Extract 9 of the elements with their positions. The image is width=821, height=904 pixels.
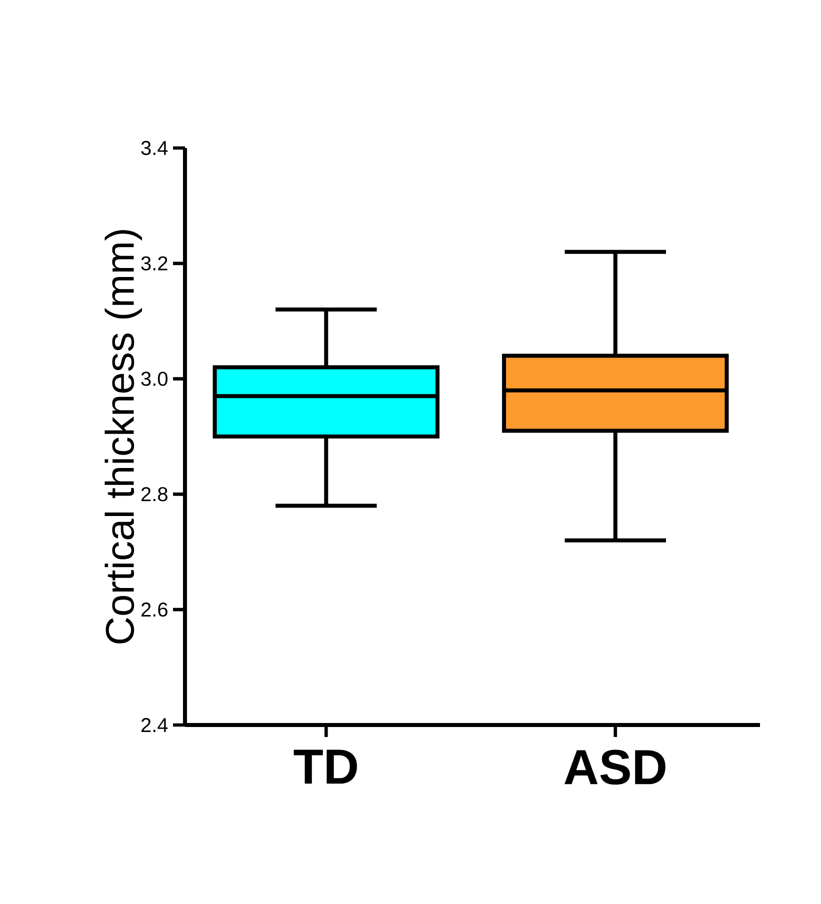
y-tick-label: 2.4 — [141, 718, 168, 732]
y-tick-label: 2.6 — [141, 602, 168, 617]
x-tick-label: ASD — [564, 750, 666, 785]
y-tick-label: 3.2 — [141, 256, 168, 270]
x-tick-label: TD — [294, 750, 357, 784]
y-axis-title: Cortical thickness (mm) — [104, 230, 142, 644]
y-tick-label: 3.0 — [141, 372, 168, 386]
y-tick-label: 2.8 — [141, 487, 168, 502]
y-tick-label: 3.4 — [141, 140, 168, 156]
